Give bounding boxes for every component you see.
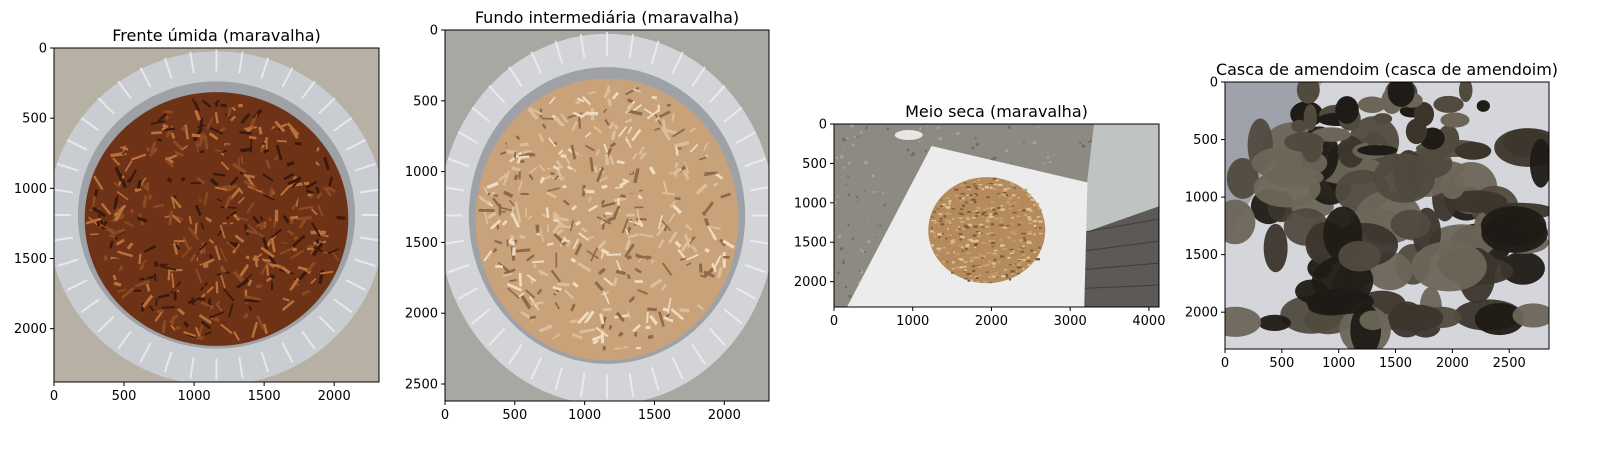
y-tick-label: 500 [802,157,827,172]
y-tick-label: 500 [22,112,47,127]
y-tick-label: 2500 [405,378,438,393]
y-tick-label: 1500 [405,236,438,251]
axes-frame [444,29,770,402]
subplot-3: Meio seca (maravalha) 0 1000 2000 3000 4000 0 5… [794,102,1166,329]
axes-frame [833,123,1160,308]
y-tick-label: 0 [430,24,438,39]
x-tick-label: 2000 [975,314,1008,329]
x-tick-label: 500 [112,389,137,404]
image-2 [445,30,769,401]
y-tick-label: 1500 [794,236,827,251]
y-tick-label: 0 [1210,76,1218,91]
x-tick-label: 2500 [1493,356,1526,371]
image-1 [54,48,379,382]
y-tick-label: 500 [1193,133,1218,148]
x-tick-label: 0 [830,314,838,329]
axes-frame [53,47,380,383]
x-tick-label: 500 [1269,356,1294,371]
y-tick-label: 0 [819,118,827,133]
x-tick-label: 0 [1221,356,1229,371]
y-tick-label: 500 [413,94,438,109]
subplot-4: Casca de amendoim (casca de amendoim)0 50… [1185,60,1558,371]
x-tick-label: 2000 [708,408,741,423]
subplot-1: Frente úmida (maravalha) 0 500 1000 1500 2000… [14,26,380,404]
y-tick-label: 1000 [794,196,827,211]
image-4 [1225,82,1549,349]
subplot-title: Meio seca (maravalha) [905,102,1088,121]
axes-frame [1224,81,1550,350]
x-tick-label: 1000 [178,389,211,404]
x-tick-label: 2000 [318,389,351,404]
x-tick-label: 3000 [1054,314,1087,329]
x-tick-label: 2000 [1436,356,1469,371]
y-tick-label: 1500 [14,252,47,267]
x-tick-label: 1500 [1379,356,1412,371]
subplot-2: Fundo intermediária (maravalha) 0 500 1000 1… [405,8,770,423]
x-tick-label: 1000 [896,314,929,329]
subplot-title: Casca de amendoim (casca de amendoim) [1216,60,1558,79]
x-tick-label: 1500 [248,389,281,404]
y-tick-label: 2000 [405,307,438,322]
y-tick-label: 2000 [794,275,827,290]
y-tick-label: 1000 [14,182,47,197]
y-tick-label: 2000 [14,322,47,337]
y-tick-label: 1500 [1185,248,1218,263]
y-tick-label: 2000 [1185,306,1218,321]
y-tick-label: 1000 [1185,191,1218,206]
x-tick-label: 4000 [1132,314,1165,329]
x-tick-label: 500 [502,408,527,423]
image-3 [834,124,1159,307]
x-tick-label: 0 [50,389,58,404]
y-tick-label: 1000 [405,165,438,180]
x-tick-label: 0 [441,408,449,423]
subplot-title: Fundo intermediária (maravalha) [475,8,739,27]
x-tick-label: 1500 [638,408,671,423]
x-tick-label: 1000 [568,408,601,423]
subplot-title: Frente úmida (maravalha) [112,26,321,45]
x-tick-label: 1000 [1322,356,1355,371]
y-tick-label: 0 [39,42,47,57]
